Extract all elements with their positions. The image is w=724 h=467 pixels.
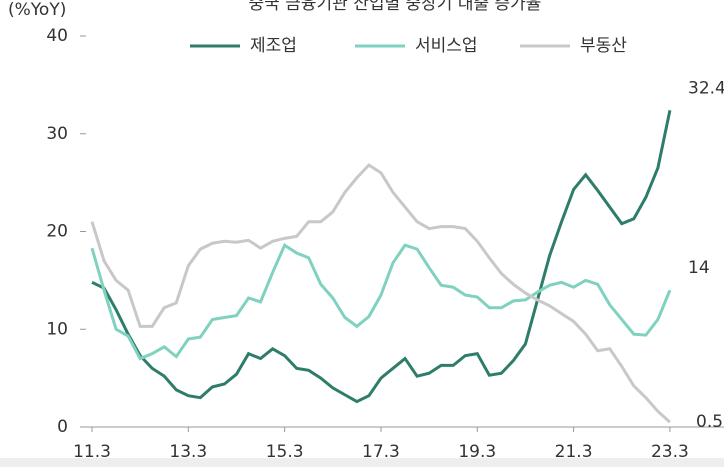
y-tick-label: 20 (46, 222, 68, 242)
series-line (91, 109, 672, 404)
series-line (90, 242, 672, 361)
series-line (90, 163, 671, 424)
x-tick-label: 13.3 (169, 442, 207, 462)
x-tick-label: 17.3 (362, 442, 400, 462)
y-tick-label: 0 (57, 417, 68, 437)
x-tick-label: 23.3 (651, 442, 689, 462)
legend-label: 서비스업 (415, 36, 478, 56)
y-tick-label: 30 (46, 124, 68, 144)
x-tick-label: 15.3 (266, 442, 304, 462)
end-value-label: 14 (688, 258, 710, 278)
x-tick-label: 21.3 (555, 442, 593, 462)
y-tick-label: 40 (46, 26, 68, 46)
bottom-bar (0, 458, 724, 467)
end-value-label: 32.4 (688, 78, 724, 98)
x-tick-label: 19.3 (458, 442, 496, 462)
legend-label: 제조업 (250, 36, 297, 56)
x-tick-label: 11.3 (73, 442, 111, 462)
y-tick-label: 10 (46, 319, 68, 339)
chart-title: 중국 금융기관 산업별 중장기 대출 증가율 (249, 0, 542, 14)
y-axis-label: (%YoY) (8, 0, 66, 20)
legend-label: 부동산 (580, 36, 627, 56)
end-value-label: 0.5 (696, 412, 723, 432)
